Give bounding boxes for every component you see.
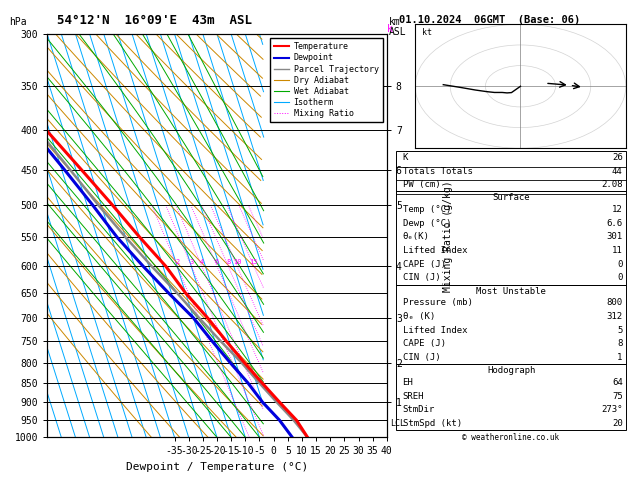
Text: Lifted Index: Lifted Index xyxy=(403,246,467,255)
Text: 5: 5 xyxy=(617,326,623,334)
Text: © weatheronline.co.uk: © weatheronline.co.uk xyxy=(462,433,560,442)
Text: 6.6: 6.6 xyxy=(606,219,623,228)
Text: 01.10.2024  06GMT  (Base: 06): 01.10.2024 06GMT (Base: 06) xyxy=(399,15,581,25)
Text: Most Unstable: Most Unstable xyxy=(476,287,546,295)
Text: CAPE (J): CAPE (J) xyxy=(403,339,445,348)
Text: LCL: LCL xyxy=(390,419,405,428)
Text: 273°: 273° xyxy=(601,405,623,414)
Text: CAPE (J): CAPE (J) xyxy=(403,260,445,269)
Text: 10: 10 xyxy=(233,259,242,265)
Text: 26: 26 xyxy=(612,153,623,162)
X-axis label: Dewpoint / Temperature (°C): Dewpoint / Temperature (°C) xyxy=(126,462,308,472)
Text: 1: 1 xyxy=(617,353,623,362)
Text: Pressure (mb): Pressure (mb) xyxy=(403,298,472,307)
Text: 11: 11 xyxy=(612,246,623,255)
Text: 54°12'N  16°09'E  43m  ASL: 54°12'N 16°09'E 43m ASL xyxy=(57,14,252,27)
Text: 44: 44 xyxy=(612,167,623,176)
Text: 12: 12 xyxy=(612,205,623,214)
Text: km: km xyxy=(389,17,401,27)
Text: 3: 3 xyxy=(189,259,194,265)
Text: 6: 6 xyxy=(215,259,220,265)
Text: 0: 0 xyxy=(617,273,623,282)
Text: 20: 20 xyxy=(612,419,623,428)
Text: 301: 301 xyxy=(606,232,623,242)
Text: Temp (°C): Temp (°C) xyxy=(403,205,451,214)
Text: kt: kt xyxy=(422,28,432,36)
Text: ASL: ASL xyxy=(389,27,406,37)
Text: Dewp (°C): Dewp (°C) xyxy=(403,219,451,228)
Text: CIN (J): CIN (J) xyxy=(403,353,440,362)
Legend: Temperature, Dewpoint, Parcel Trajectory, Dry Adiabat, Wet Adiabat, Isotherm, Mi: Temperature, Dewpoint, Parcel Trajectory… xyxy=(270,38,382,122)
Text: 64: 64 xyxy=(612,378,623,387)
Text: PW (cm): PW (cm) xyxy=(403,180,440,190)
Text: StmDir: StmDir xyxy=(403,405,435,414)
Text: 8: 8 xyxy=(617,339,623,348)
Text: 2.08: 2.08 xyxy=(601,180,623,190)
Text: CIN (J): CIN (J) xyxy=(403,273,440,282)
Text: 4: 4 xyxy=(200,259,204,265)
Text: Hodograph: Hodograph xyxy=(487,366,535,375)
Text: K: K xyxy=(403,153,408,162)
Text: 75: 75 xyxy=(612,392,623,400)
Text: θₑ(K): θₑ(K) xyxy=(403,232,430,242)
Text: 15: 15 xyxy=(250,259,258,265)
Text: θₑ (K): θₑ (K) xyxy=(403,312,435,321)
Text: 2: 2 xyxy=(175,259,179,265)
Text: 0: 0 xyxy=(617,260,623,269)
Text: k: k xyxy=(387,24,392,34)
Text: 800: 800 xyxy=(606,298,623,307)
Text: Lifted Index: Lifted Index xyxy=(403,326,467,334)
Text: 312: 312 xyxy=(606,312,623,321)
Text: Surface: Surface xyxy=(493,193,530,203)
Text: Totals Totals: Totals Totals xyxy=(403,167,472,176)
Text: StmSpd (kt): StmSpd (kt) xyxy=(403,419,462,428)
Text: hPa: hPa xyxy=(9,17,27,27)
Text: EH: EH xyxy=(403,378,413,387)
Text: SREH: SREH xyxy=(403,392,424,400)
Text: 8: 8 xyxy=(226,259,230,265)
Y-axis label: Mixing Ratio (g/kg): Mixing Ratio (g/kg) xyxy=(443,180,454,292)
